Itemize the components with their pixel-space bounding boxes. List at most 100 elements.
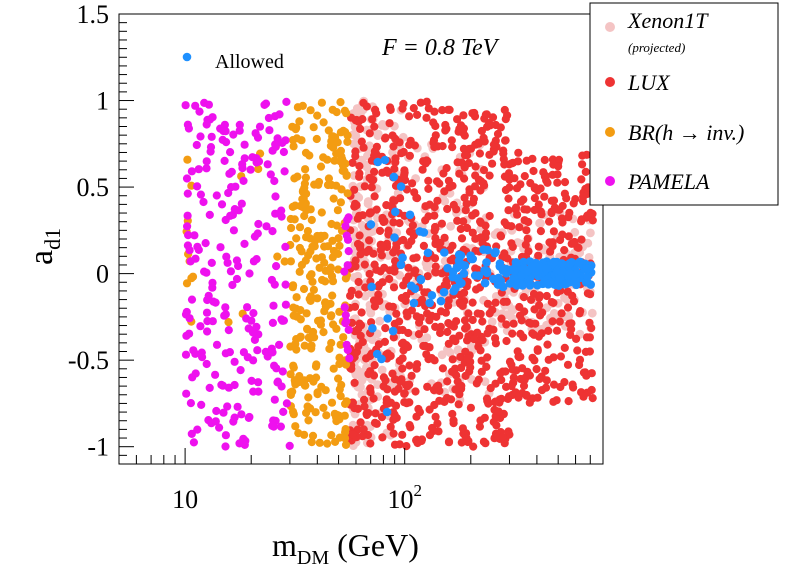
data-point bbox=[445, 183, 454, 192]
data-point bbox=[333, 138, 342, 147]
data-point bbox=[360, 260, 369, 269]
data-point bbox=[229, 130, 238, 139]
data-point bbox=[392, 309, 401, 318]
data-point bbox=[511, 203, 521, 212]
data-point bbox=[326, 263, 335, 272]
data-point bbox=[579, 368, 589, 377]
data-point bbox=[519, 293, 529, 302]
data-point bbox=[220, 156, 229, 165]
data-point bbox=[583, 238, 593, 248]
data-point bbox=[533, 186, 542, 195]
data-point bbox=[388, 369, 397, 378]
data-point bbox=[477, 126, 486, 136]
data-point bbox=[220, 311, 229, 320]
data-point bbox=[424, 184, 433, 193]
data-point bbox=[286, 370, 295, 379]
data-point bbox=[385, 266, 394, 275]
data-point bbox=[544, 355, 553, 364]
data-point bbox=[447, 395, 456, 404]
data-point bbox=[543, 280, 553, 289]
data-point bbox=[399, 235, 408, 245]
data-point bbox=[534, 200, 543, 209]
data-point bbox=[469, 194, 478, 203]
data-point bbox=[490, 248, 500, 258]
data-point bbox=[414, 404, 423, 414]
data-point bbox=[313, 294, 322, 303]
data-point bbox=[292, 293, 301, 302]
data-point bbox=[253, 229, 262, 238]
data-point bbox=[348, 430, 357, 439]
data-point bbox=[281, 280, 290, 289]
data-point bbox=[525, 281, 535, 290]
data-point bbox=[279, 407, 288, 416]
data-point bbox=[226, 148, 235, 157]
data-point bbox=[202, 164, 211, 173]
data-point bbox=[383, 385, 392, 394]
data-point bbox=[249, 387, 258, 396]
data-point bbox=[407, 306, 416, 315]
data-point bbox=[370, 361, 379, 370]
data-point bbox=[340, 267, 349, 276]
data-point bbox=[211, 417, 220, 426]
data-point bbox=[442, 164, 451, 173]
data-point bbox=[536, 227, 546, 236]
data-point bbox=[254, 164, 263, 174]
data-point bbox=[516, 329, 525, 338]
data-point bbox=[574, 258, 583, 268]
data-point bbox=[400, 389, 409, 398]
data-point bbox=[471, 209, 480, 218]
data-point bbox=[515, 353, 524, 362]
data-point bbox=[308, 431, 318, 440]
data-point bbox=[383, 399, 392, 408]
data-point bbox=[395, 440, 404, 449]
data-point bbox=[405, 361, 414, 370]
data-point bbox=[351, 152, 360, 161]
data-point bbox=[395, 356, 404, 365]
data-point bbox=[327, 431, 336, 440]
data-point bbox=[286, 214, 295, 224]
data-point bbox=[276, 422, 285, 431]
data-point bbox=[470, 182, 480, 191]
data-point bbox=[363, 199, 373, 209]
data-point bbox=[401, 296, 410, 305]
data-point bbox=[588, 394, 597, 403]
data-point bbox=[461, 206, 470, 215]
data-point bbox=[419, 341, 428, 351]
data-point bbox=[462, 433, 471, 443]
data-point bbox=[485, 171, 494, 180]
data-point bbox=[386, 422, 395, 431]
data-point bbox=[501, 136, 510, 145]
data-point bbox=[272, 262, 281, 271]
data-point bbox=[587, 369, 596, 378]
data-point bbox=[364, 409, 373, 418]
data-point bbox=[310, 333, 319, 342]
data-point bbox=[181, 101, 190, 110]
data-point bbox=[408, 221, 417, 230]
data-point bbox=[305, 234, 315, 243]
data-point bbox=[312, 254, 321, 263]
data-point bbox=[237, 410, 246, 419]
data-point bbox=[191, 101, 200, 110]
data-point bbox=[227, 167, 236, 176]
data-point bbox=[302, 408, 311, 417]
data-point bbox=[329, 320, 338, 329]
data-point bbox=[427, 291, 437, 300]
data-point bbox=[316, 162, 326, 171]
data-point bbox=[515, 223, 524, 232]
data-point bbox=[537, 329, 546, 338]
data-point bbox=[540, 192, 549, 201]
legend-br-marker bbox=[605, 127, 615, 137]
data-point bbox=[309, 377, 318, 386]
data-point bbox=[404, 263, 413, 272]
legend-lux-marker bbox=[605, 77, 615, 87]
data-point bbox=[289, 303, 298, 312]
data-point bbox=[408, 179, 417, 188]
data-point bbox=[360, 291, 370, 301]
data-point bbox=[534, 251, 543, 260]
data-point bbox=[541, 366, 550, 375]
data-point bbox=[268, 146, 277, 155]
data-point bbox=[316, 320, 325, 329]
data-point bbox=[324, 174, 333, 183]
data-point bbox=[223, 258, 232, 267]
data-point bbox=[565, 269, 575, 279]
